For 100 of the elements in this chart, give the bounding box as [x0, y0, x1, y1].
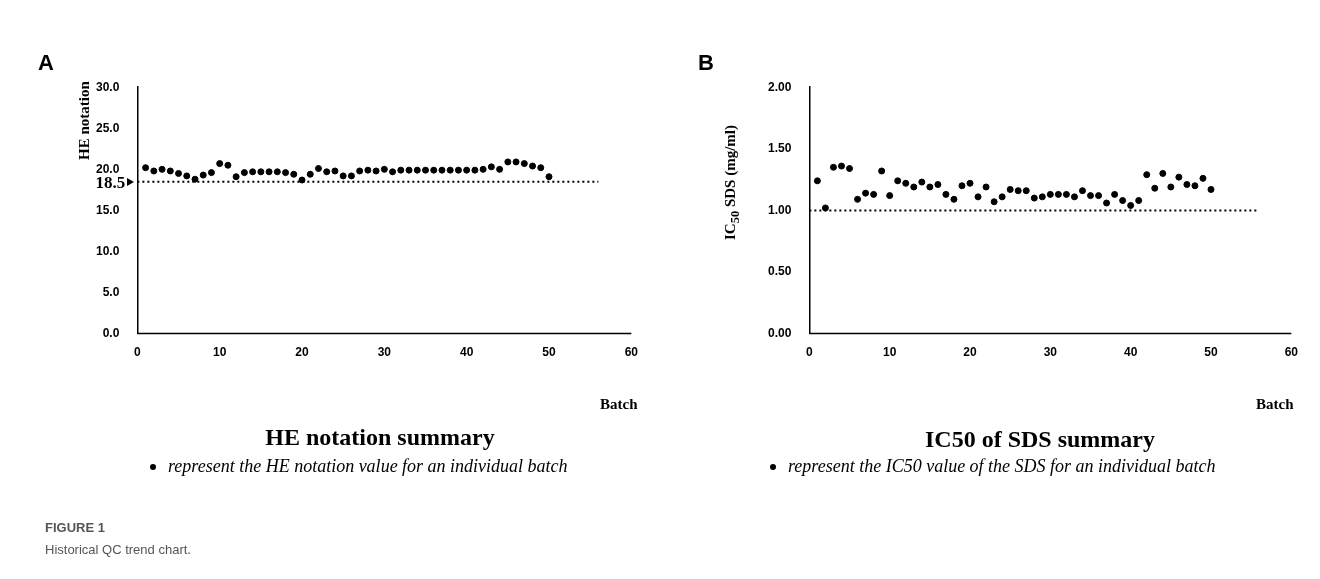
- y-tick-label: 15.0: [96, 202, 120, 217]
- point: [1127, 201, 1135, 209]
- point: [166, 167, 174, 175]
- y-tick-label: 10.0: [96, 243, 120, 258]
- point: [821, 204, 829, 212]
- x-tick-label: 0: [134, 345, 142, 360]
- point: [846, 165, 854, 173]
- point: [183, 172, 191, 180]
- point: [1191, 182, 1199, 190]
- point: [886, 192, 894, 200]
- point: [1143, 171, 1151, 179]
- ref-line-label: 18.5: [95, 173, 126, 193]
- y-tick-label: 1.50: [768, 141, 792, 156]
- point: [282, 169, 290, 177]
- point: [479, 165, 487, 173]
- point: [413, 166, 421, 174]
- point: [1103, 199, 1111, 207]
- point: [430, 166, 438, 174]
- point: [1006, 185, 1014, 193]
- legend-label: represent the HE notation value for an individual batch: [168, 456, 568, 477]
- y-tick-label: 5.0: [102, 284, 120, 299]
- point: [1046, 190, 1054, 198]
- point: [537, 164, 545, 172]
- point: [257, 168, 265, 176]
- point: [1151, 184, 1159, 192]
- point: [1054, 190, 1062, 198]
- point: [158, 165, 166, 173]
- point: [323, 168, 331, 176]
- point: [950, 195, 958, 203]
- point: [389, 168, 397, 176]
- point: [438, 166, 446, 174]
- x-tick-label: 40: [1123, 345, 1138, 360]
- y-tick-label: 1.00: [768, 202, 792, 217]
- caption: FIGURE 1: [45, 520, 105, 535]
- point: [1070, 193, 1078, 201]
- point: [207, 169, 215, 177]
- point: [314, 165, 322, 173]
- point: [545, 173, 553, 181]
- point: [870, 190, 878, 198]
- point: [910, 183, 918, 191]
- x-tick-label: 50: [542, 345, 556, 360]
- point: [191, 175, 199, 183]
- point: [216, 160, 224, 168]
- point: [199, 171, 207, 179]
- point: [1207, 185, 1215, 193]
- y-tick-label: 30.0: [96, 79, 120, 94]
- point: [982, 183, 990, 191]
- point: [331, 167, 339, 175]
- point: [520, 160, 528, 168]
- point: [1014, 187, 1022, 195]
- x-tick-label: 60: [1284, 345, 1299, 360]
- point: [958, 182, 966, 190]
- text: A: [38, 50, 54, 76]
- point: [902, 179, 910, 187]
- x-axis-title: Batch: [1256, 396, 1294, 413]
- point: [1038, 193, 1046, 201]
- y-tick-label: 20.0: [96, 161, 120, 176]
- point: [1111, 190, 1119, 198]
- point: [224, 161, 232, 169]
- x-tick-label: 20: [295, 345, 310, 360]
- y-tick-label: 2.00: [768, 79, 792, 94]
- text: IC50 of SDS summary: [924, 426, 1156, 453]
- point: [240, 169, 248, 177]
- x-tick-label: 30: [1043, 345, 1058, 360]
- y-tick-label: 25.0: [96, 120, 120, 135]
- point: [232, 173, 240, 181]
- point: [974, 193, 982, 201]
- point: [1199, 174, 1207, 182]
- point: [1022, 187, 1030, 195]
- point: [306, 170, 314, 178]
- text: B: [698, 50, 714, 76]
- x-tick-label: 10: [213, 345, 227, 360]
- point: [397, 166, 405, 174]
- point: [471, 166, 479, 174]
- point: [1159, 169, 1167, 177]
- point: [1119, 197, 1127, 205]
- point: [380, 165, 388, 173]
- point: [1167, 183, 1175, 191]
- point: [347, 172, 355, 180]
- point: [990, 198, 998, 206]
- y-tick-label: 0.0: [102, 325, 120, 340]
- point: [1095, 192, 1103, 200]
- point: [998, 193, 1006, 201]
- x-tick-label: 0: [806, 345, 814, 360]
- x-tick-label: 60: [624, 345, 639, 360]
- point: [813, 177, 821, 185]
- point: [1030, 194, 1038, 202]
- y-tick-label: 0.50: [768, 264, 792, 279]
- point: [364, 166, 372, 174]
- point: [862, 189, 870, 197]
- x-axis-title: Batch: [600, 396, 638, 413]
- point: [372, 167, 380, 175]
- point: [298, 176, 306, 184]
- point: [918, 178, 926, 186]
- x-tick-label: 20: [963, 345, 978, 360]
- x-tick-label: 50: [1204, 345, 1218, 360]
- point: [894, 177, 902, 185]
- point: [504, 158, 512, 166]
- point: [249, 168, 257, 176]
- point: [175, 169, 183, 177]
